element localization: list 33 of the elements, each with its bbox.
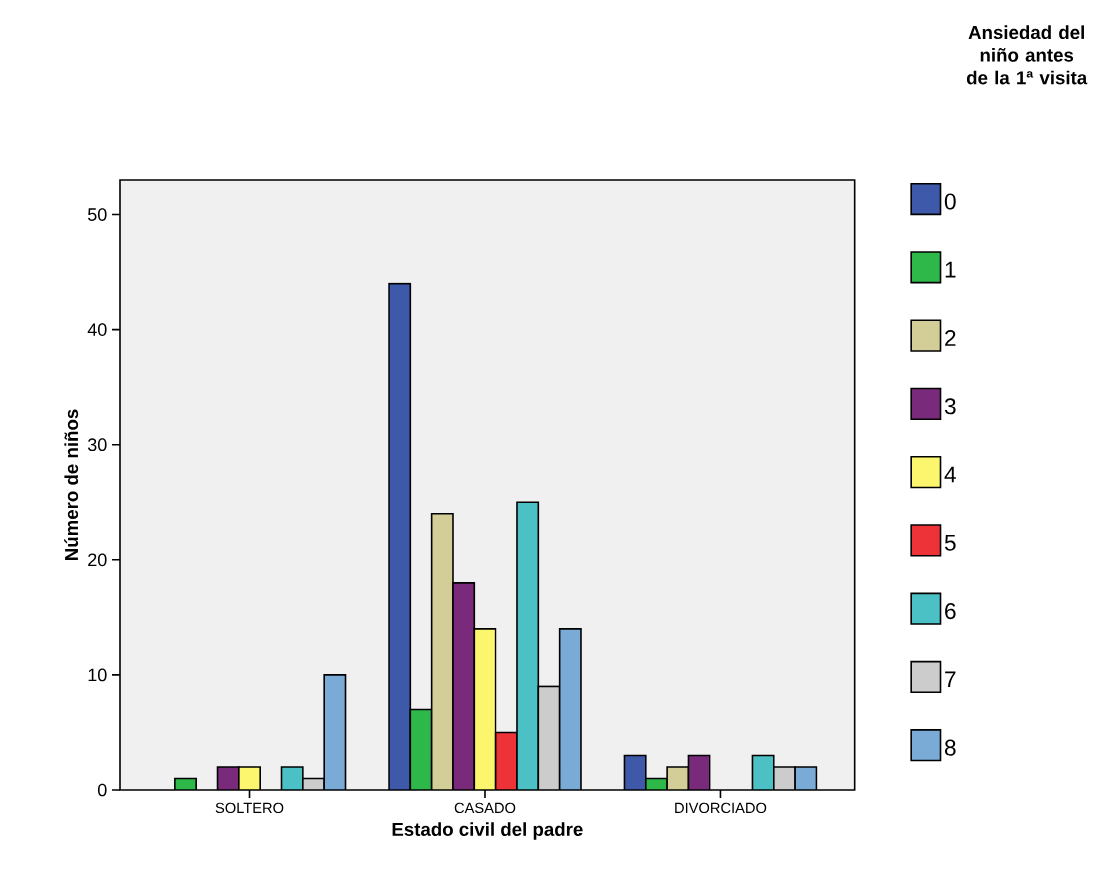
bar [430,512,454,790]
y-tick-label: 50 [87,208,107,221]
y-tick-label: 30 [87,438,107,452]
x-tick-label: CASADO [454,802,516,814]
bar [558,628,582,790]
bar [537,685,561,790]
legend-label: 5 [944,534,956,551]
y-tick-label: 10 [88,668,107,682]
bar [409,708,433,790]
legend-label: 0 [944,193,956,210]
bar [687,754,711,790]
legend-label: 4 [944,466,956,483]
y-tick-label: 40 [87,323,107,336]
y-axis-title: Número de niños [64,409,79,560]
bar [516,501,540,790]
legend-label: 2 [945,330,956,346]
legend-title: Ansiedad del niño antes de la 1ª visita [966,25,1088,85]
legend-label: 1 [945,261,956,278]
y-tick-label: 20 [88,553,107,567]
y-tick-label: 0 [97,783,107,797]
bar [323,674,347,790]
bar [623,754,647,790]
legend-label: 3 [944,398,956,415]
bar [388,282,412,790]
legend-label: 6 [945,603,956,620]
x-axis-title: Estado civil del padre [392,822,583,840]
legend-label: 7 [945,671,956,688]
bar [751,754,775,790]
x-tick-label: SOLTERO [215,802,284,814]
x-tick-label: DIVORCIADO [675,802,767,814]
bar [473,628,497,790]
legend-label: 8 [944,739,956,756]
bar [452,582,476,790]
